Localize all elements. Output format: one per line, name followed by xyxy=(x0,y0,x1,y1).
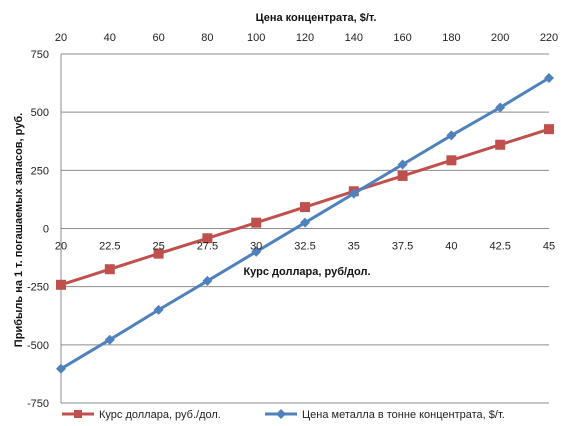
data-point xyxy=(251,217,262,228)
ticks-layer: 750 500 250 0 -250 -500 -750 20 40 60 80 100 120 140 1… xyxy=(27,32,558,410)
x-bottom-tick-label: 35 xyxy=(348,241,360,253)
x-top-axis-title: Цена концентрата, $/т. xyxy=(256,12,377,24)
data-point xyxy=(544,124,554,135)
x-top-tick-label: 160 xyxy=(393,32,411,44)
x-top-tick-label: 140 xyxy=(345,32,363,44)
legend-label-2: Цена металла в тонне концентрата, $/т. xyxy=(302,409,505,421)
x-top-tick-label: 200 xyxy=(491,32,509,44)
x-bottom-tick-label: 30 xyxy=(250,241,262,253)
data-point xyxy=(251,246,262,257)
x-bottom-tick-label: 42.5 xyxy=(489,241,510,253)
x-top-tick-label: 80 xyxy=(201,32,213,44)
data-point xyxy=(446,130,457,141)
data-point xyxy=(446,155,457,166)
data-point xyxy=(104,264,115,275)
data-point xyxy=(495,102,506,113)
y-tick-label: 500 xyxy=(31,107,49,119)
x-bottom-tick-label: 22.5 xyxy=(99,241,120,253)
x-bottom-tick-label: 37.5 xyxy=(392,241,413,253)
data-point xyxy=(153,304,164,315)
data-point xyxy=(544,72,554,83)
x-bottom-axis-title: Курс доллара, руб/дол. xyxy=(243,266,370,278)
x-top-tick-label: 220 xyxy=(540,32,558,44)
legend-square-marker xyxy=(74,410,82,418)
x-bottom-tick-label: 27.5 xyxy=(197,241,218,253)
data-point xyxy=(495,139,506,150)
y-tick-label: -750 xyxy=(27,398,49,410)
data-point xyxy=(202,233,213,244)
data-point xyxy=(56,363,66,374)
y-tick-label: -250 xyxy=(27,282,49,294)
y-tick-label: 0 xyxy=(43,224,49,236)
x-top-tick-label: 60 xyxy=(152,32,164,44)
legend-label-1: Курс доллара, руб./дол. xyxy=(99,409,221,421)
x-bottom-tick-label: 20 xyxy=(55,241,67,253)
x-top-tick-label: 120 xyxy=(296,32,314,44)
data-point xyxy=(56,279,66,290)
x-top-tick-label: 100 xyxy=(247,32,265,44)
data-point xyxy=(397,159,408,170)
legend: Курс доллара, руб./дол. Цена металла в т… xyxy=(62,409,505,421)
data-point xyxy=(202,275,213,286)
y-tick-label: -500 xyxy=(27,340,49,352)
y-axis-title: Прибыль на 1 т. погашаемых запасов, руб. xyxy=(13,113,25,347)
data-point xyxy=(300,202,310,213)
x-bottom-tick-label: 32.5 xyxy=(294,241,315,253)
data-point xyxy=(300,217,310,228)
x-top-tick-label: 20 xyxy=(55,32,67,44)
data-point xyxy=(348,188,359,199)
x-top-tick-label: 180 xyxy=(442,32,460,44)
x-bottom-tick-label: 40 xyxy=(445,241,457,253)
x-bottom-tick-label: 25 xyxy=(152,241,164,253)
y-tick-label: 750 xyxy=(31,49,49,61)
x-top-tick-label: 40 xyxy=(104,32,116,44)
data-point xyxy=(397,170,408,181)
series-layer xyxy=(56,72,554,374)
grid xyxy=(60,53,549,404)
x-bottom-tick-label: 45 xyxy=(543,241,555,253)
y-tick-label: 250 xyxy=(31,165,49,177)
data-point xyxy=(153,248,164,259)
legend-diamond-marker xyxy=(276,409,286,419)
data-point xyxy=(104,334,115,345)
